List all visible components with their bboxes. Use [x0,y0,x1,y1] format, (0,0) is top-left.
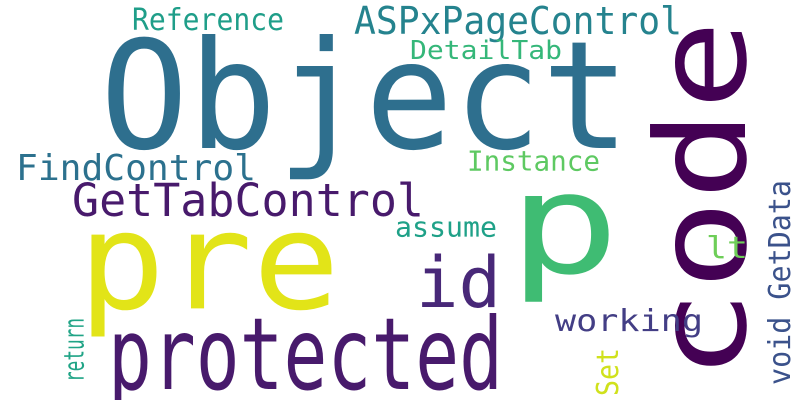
word-detailtab: DetailTab [410,34,562,66]
word-void-getdata: void GetData [762,180,798,385]
word-id: id [416,241,501,324]
word-set: Set [590,348,626,396]
word-protected: protected [108,296,503,400]
word-object: Object [100,8,630,184]
word-p: p [508,142,620,307]
word-lt: lt [706,230,748,266]
word-reference: Reference [132,2,284,38]
word-return: return [57,318,91,382]
word-instance: Instance [467,144,600,178]
word-working: working [555,303,703,339]
word-findcontrol: FindControl [16,146,256,189]
word-assume: assume [395,210,497,244]
word-aspxpagecontrol: ASPxPageControl [354,0,682,44]
word-pre: pre [78,182,340,341]
word-gettabcontrol: GetTabControl [72,173,424,227]
